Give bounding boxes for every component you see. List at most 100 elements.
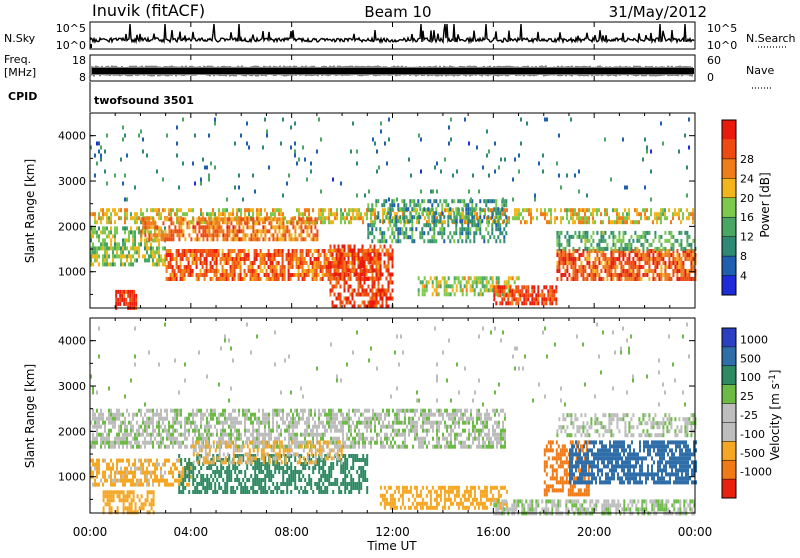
heatmap-cell <box>224 237 226 241</box>
heatmap-cell <box>134 433 136 437</box>
heatmap-cell <box>408 417 410 421</box>
heatmap-cell <box>366 421 368 425</box>
heatmap-cell <box>386 413 388 417</box>
heatmap-cell <box>541 289 543 293</box>
heatmap-cell <box>409 219 411 223</box>
heatmap-cell <box>364 289 366 293</box>
heatmap-cell <box>268 433 270 437</box>
heatmap-cell <box>332 212 334 216</box>
heatmap-cell <box>130 441 132 445</box>
heatmap-cell <box>184 429 186 433</box>
heatmap-cell <box>572 257 574 261</box>
heatmap-cell <box>280 221 282 225</box>
heatmap-cell <box>274 229 276 233</box>
heatmap-cell <box>200 217 202 221</box>
heatmap-cell <box>276 261 278 265</box>
heatmap-cell <box>498 441 500 445</box>
heatmap-cell <box>380 245 382 249</box>
heatmap-cell <box>178 229 180 233</box>
heatmap-cell <box>312 433 314 437</box>
heatmap-cell <box>626 269 628 273</box>
heatmap-cell <box>570 208 572 212</box>
heatmap-cell <box>164 229 166 233</box>
heatmap-cell <box>278 221 280 225</box>
heatmap-cell <box>198 409 200 413</box>
heatmap-cell <box>188 257 190 261</box>
heatmap-cell <box>104 212 106 216</box>
heatmap-cell <box>618 235 620 239</box>
heatmap-cell <box>436 190 438 194</box>
heatmap-cell <box>214 166 216 170</box>
heatmap-cell <box>531 289 533 293</box>
heatmap-cell <box>344 257 346 261</box>
heatmap-cell <box>392 281 394 285</box>
heatmap-cell <box>282 229 284 233</box>
heatmap-cell <box>454 292 456 296</box>
heatmap-cell <box>298 261 300 265</box>
heatmap-cell <box>162 208 164 212</box>
heatmap-cell <box>182 221 184 225</box>
heatmap-cell <box>344 269 346 273</box>
heatmap-cell <box>254 429 256 433</box>
heatmap-cell <box>624 247 626 251</box>
heatmap-cell <box>482 284 484 288</box>
heatmap-cell <box>282 221 284 225</box>
heatmap-cell <box>459 235 461 239</box>
heatmap-cell <box>128 234 130 238</box>
heatmap-cell <box>116 254 118 258</box>
heatmap-cell <box>312 269 314 273</box>
heatmap-cell <box>234 265 236 269</box>
heatmap-cell <box>364 257 366 261</box>
heatmap-cell <box>418 445 420 449</box>
heatmap-cell <box>378 417 380 421</box>
heatmap-cell <box>404 413 406 417</box>
heatmap-cell <box>354 425 356 429</box>
heatmap-cell <box>457 199 459 203</box>
heatmap-cell <box>592 247 594 251</box>
heatmap-cell <box>200 269 202 273</box>
heatmap-cell <box>136 421 138 425</box>
heatmap-cell <box>648 269 650 273</box>
heatmap-cell <box>114 262 116 266</box>
heatmap-cell <box>688 257 690 261</box>
heatmap-cell <box>308 208 310 212</box>
heatmap-cell <box>372 138 374 142</box>
heatmap-cell <box>306 421 308 425</box>
heatmap-cell <box>204 166 206 170</box>
heatmap-cell <box>308 273 310 277</box>
heatmap-cell <box>334 257 336 261</box>
heatmap-cell <box>136 212 138 216</box>
heatmap-cell <box>262 237 264 241</box>
heatmap-cell <box>340 261 342 265</box>
heatmap-cell <box>268 425 270 429</box>
heatmap-cell <box>586 277 588 281</box>
heatmap-cell <box>493 207 495 211</box>
heatmap-cell <box>371 207 373 211</box>
heatmap-cell <box>276 437 278 441</box>
heatmap-cell <box>240 273 242 277</box>
heatmap-cell <box>628 253 630 257</box>
heatmap-cell <box>372 409 374 413</box>
heatmap-cell <box>114 441 116 445</box>
heatmap-cell <box>676 273 678 277</box>
heatmap-cell <box>551 293 553 297</box>
heatmap-cell <box>322 208 324 212</box>
heatmap-cell <box>202 225 204 229</box>
heatmap-cell <box>614 261 616 265</box>
heatmap-cell <box>320 190 322 194</box>
heatmap-cell <box>622 235 624 239</box>
heatmap-cell <box>194 425 196 429</box>
heatmap-cell <box>612 220 614 224</box>
heatmap-cell <box>654 277 656 281</box>
heatmap-cell <box>640 253 642 257</box>
heatmap-cell <box>300 225 302 229</box>
heatmap-cell <box>168 433 170 437</box>
heatmap-cell <box>270 233 272 237</box>
colorbar-swatch <box>722 198 736 217</box>
heatmap-cell <box>362 265 364 269</box>
heatmap-cell <box>354 261 356 265</box>
heatmap-cell <box>222 433 224 437</box>
heatmap-cell <box>92 463 94 467</box>
heatmap-cell <box>360 281 362 285</box>
heatmap-cell <box>330 293 332 297</box>
